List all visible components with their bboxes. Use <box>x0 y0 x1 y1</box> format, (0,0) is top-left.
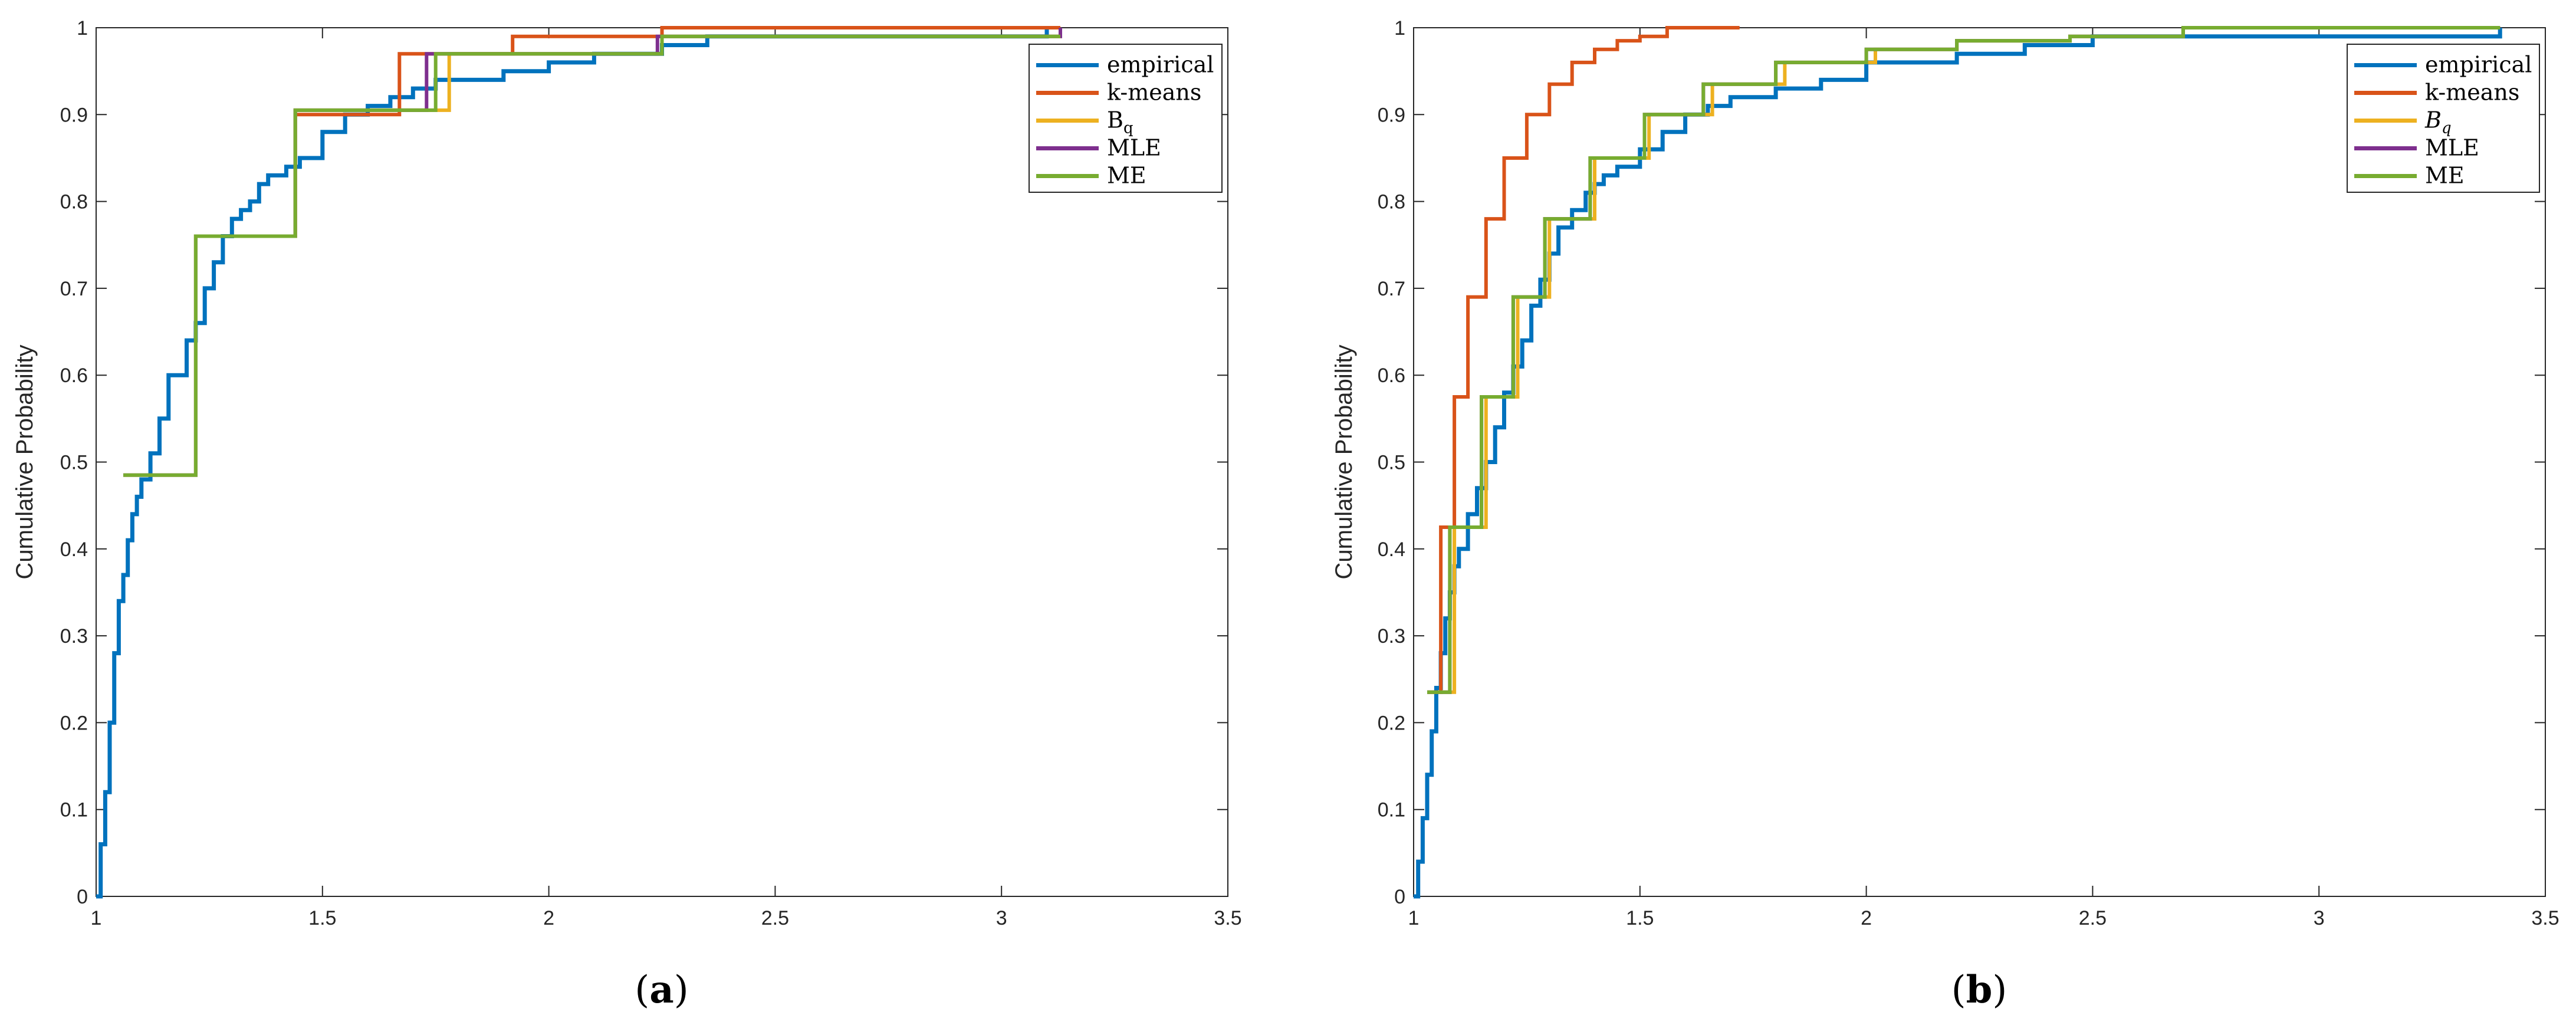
panel-caption-b: (b) <box>1951 968 2007 1012</box>
y-tick-label: 0.4 <box>1378 538 1405 561</box>
y-tick-label: 0.3 <box>1378 625 1405 648</box>
y-tick-label: 0.1 <box>60 799 88 821</box>
y-tick-label: 0.5 <box>60 452 88 474</box>
series-line-me <box>123 34 1060 477</box>
x-tick-label: 1.5 <box>1626 907 1654 929</box>
chart-panel-a: 1 1.5 2 2.5 3 3.5 0 0.1 0.2 0.3 0.4 0.5 0.6 0.7 0.8 0.9… <box>12 17 1242 1012</box>
series-line-k-means <box>1427 26 1740 694</box>
y-tick-label: 0 <box>77 886 88 908</box>
chart-panel-b: 1 1.5 2 2.5 3 3.5 0 0.1 0.2 0.3 0.4 0.5 0.6 0.7 0.8 0.9… <box>1331 17 2559 1012</box>
x-tick-label: 1 <box>91 907 102 929</box>
x-tick-label: 2 <box>1861 907 1872 929</box>
panel-caption-a: (a) <box>635 968 688 1012</box>
legend-label-me: ME <box>1107 163 1146 189</box>
legend-box <box>1029 44 1223 193</box>
y-tick-label: 0.7 <box>60 278 88 300</box>
y-tick-label: 1 <box>77 17 88 40</box>
legend-label-k-means: k-means <box>2425 80 2519 106</box>
series-line-me <box>1427 26 2501 694</box>
y-tick-label: 0.7 <box>1378 278 1405 300</box>
y-tick-label: 0.4 <box>60 538 88 561</box>
y-tick-label: 0.6 <box>60 364 88 387</box>
y-tick-label: 1 <box>1394 17 1405 40</box>
legend-box <box>2347 44 2540 193</box>
y-axis-label: Cumulative Probability <box>1331 345 1357 580</box>
x-tick-label: 3 <box>2314 907 2325 929</box>
y-tick-label: 0.6 <box>1378 364 1405 387</box>
legend-label-k-means: k-means <box>1107 80 1201 106</box>
series-line-empirical <box>96 28 1049 899</box>
legend-label-bq: Bq <box>1107 107 1133 137</box>
y-tick-label: 0.9 <box>1378 104 1405 126</box>
y-tick-label: 0 <box>1394 886 1405 908</box>
y-tick-label: 0.1 <box>1378 799 1405 821</box>
x-tick-label: 2.5 <box>761 907 789 929</box>
y-tick-label: 0.9 <box>60 104 88 126</box>
x-tick-label: 3.5 <box>1214 907 1241 929</box>
y-tick-label: 0.5 <box>1378 452 1405 474</box>
y-axis-label: Cumulative Probability <box>12 345 38 580</box>
y-tick-label: 0.2 <box>1378 712 1405 734</box>
y-tick-label: 0.8 <box>1378 191 1405 213</box>
x-tick-label: 3 <box>996 907 1007 929</box>
x-tick-label: 1 <box>1408 907 1420 929</box>
x-tick-label: 1.5 <box>308 907 336 929</box>
x-tick-label: 2 <box>543 907 554 929</box>
legend-label-me: ME <box>2425 163 2465 189</box>
legend-label-empirical: empirical <box>2425 52 2532 78</box>
x-tick-label: 2.5 <box>2079 907 2107 929</box>
legend-label-mle: MLE <box>1107 135 1161 161</box>
x-tick-label: 3.5 <box>2531 907 2559 929</box>
y-tick-label: 0.2 <box>60 712 88 734</box>
y-tick-label: 0.8 <box>60 191 88 213</box>
legend-label-mle: MLE <box>2425 135 2479 161</box>
y-tick-label: 0.3 <box>60 625 88 648</box>
legend-label-empirical: empirical <box>1107 52 1214 78</box>
legend-label-bq: Bq <box>2424 107 2452 137</box>
